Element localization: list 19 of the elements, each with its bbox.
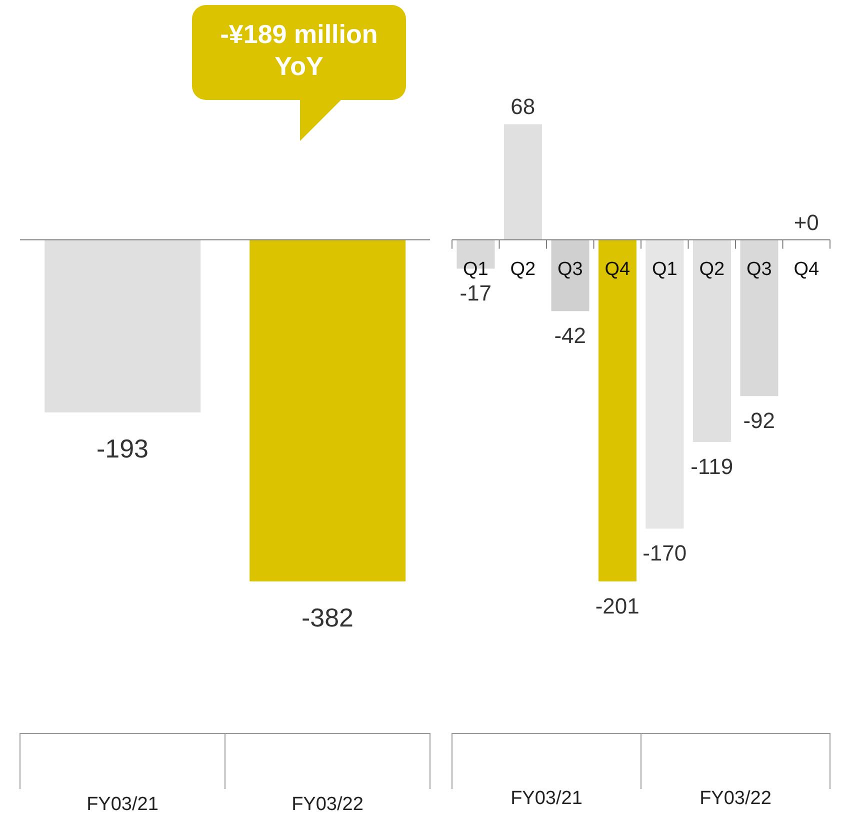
data-label: 68: [510, 94, 536, 120]
data-label: -119: [690, 454, 734, 480]
data-label: -170: [642, 540, 687, 566]
data-label: +0: [794, 210, 819, 235]
x-tick-label: Q2: [510, 258, 536, 280]
x-tick-label: Q1: [652, 258, 678, 280]
text: -¥189 million YoY: [219, 18, 379, 82]
data-label: -382: [301, 602, 354, 632]
data-label: -42: [554, 323, 586, 348]
x-tick-label: Q4: [604, 258, 630, 280]
data-label: -201: [595, 593, 640, 618]
data-label: -193: [96, 433, 149, 464]
x-tick-label: Q3: [746, 258, 772, 280]
data-label: -92: [743, 408, 776, 434]
x-tick-label: Q2: [699, 258, 725, 280]
data-label: -17: [460, 280, 492, 306]
x-tick-label: Q3: [557, 258, 583, 280]
x-tick-label: Q1: [462, 258, 488, 280]
x-tick-label: Q4: [794, 258, 820, 280]
